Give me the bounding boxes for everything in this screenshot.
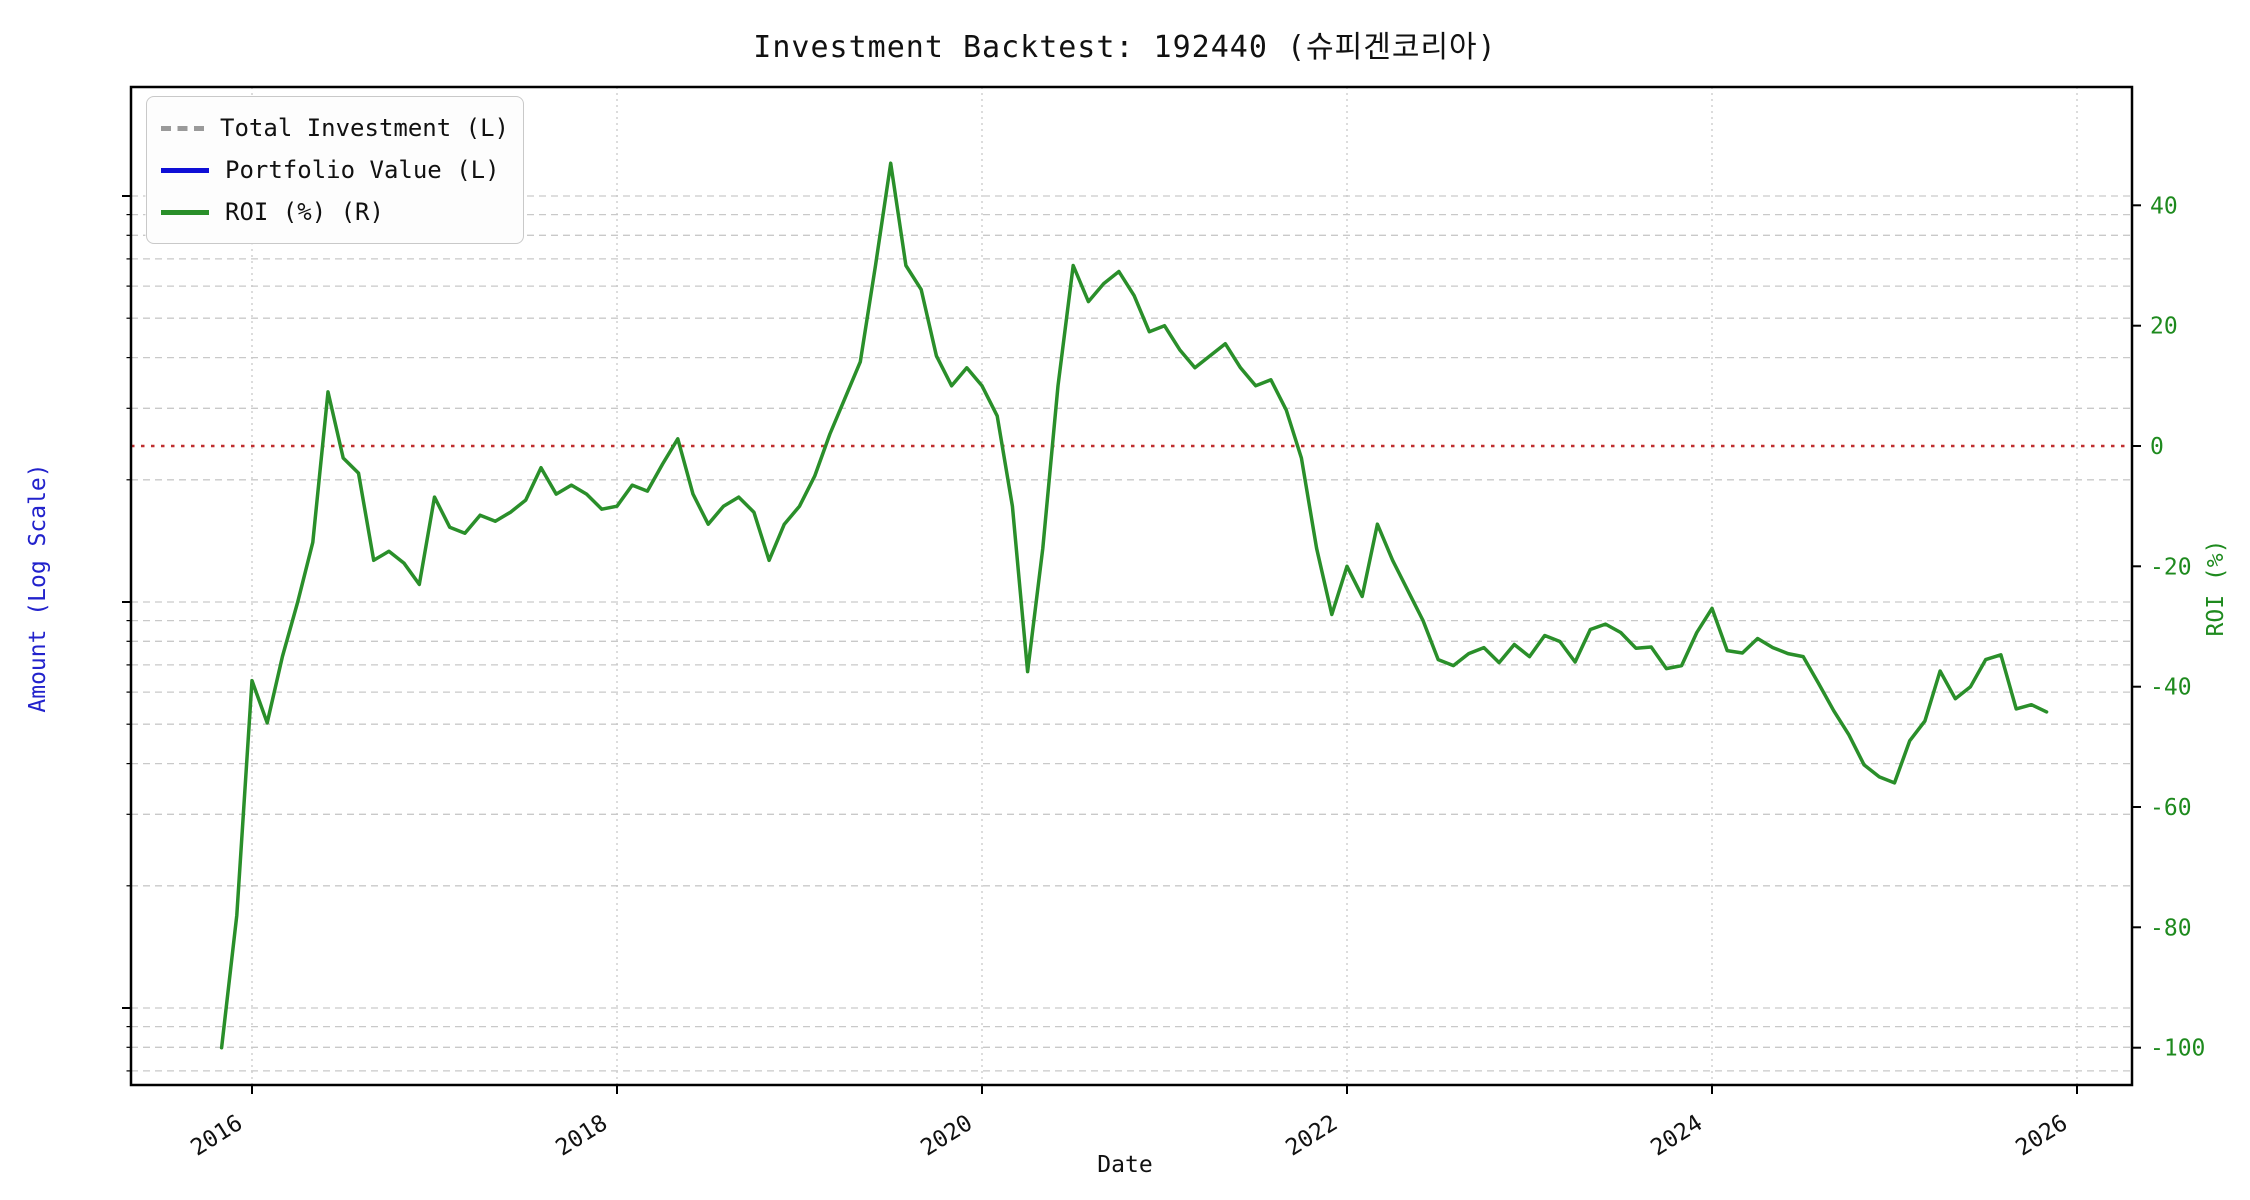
y-axis-label-right: ROI (%) — [2203, 539, 2229, 637]
svg-text:0: 0 — [2150, 434, 2164, 460]
svg-text:-20: -20 — [2150, 554, 2192, 580]
roi-swatch — [161, 209, 209, 215]
legend: Total Investment (L) Portfolio Value (L)… — [146, 96, 524, 244]
total-investment-swatch — [161, 125, 205, 131]
svg-text:20: 20 — [2150, 314, 2178, 340]
legend-label: ROI (%) (R) — [225, 198, 384, 226]
svg-text:40: 40 — [2150, 193, 2178, 219]
chart-title: Investment Backtest: 192440 (슈피겐코리아) — [753, 30, 1497, 65]
svg-text:-60: -60 — [2150, 795, 2192, 821]
svg-text:-40: -40 — [2150, 675, 2192, 701]
legend-item-total-investment: Total Investment (L) — [161, 107, 509, 149]
svg-text:-100: -100 — [2150, 1036, 2205, 1062]
legend-label: Portfolio Value (L) — [225, 156, 500, 184]
roi-line — [219, 161, 2049, 1050]
x-axis-label: Date — [1097, 1152, 1153, 1178]
y-axis-label-left: Amount (Log Scale) — [25, 463, 51, 713]
legend-item-roi: ROI (%) (R) — [161, 191, 509, 233]
legend-label: Total Investment (L) — [220, 114, 509, 142]
legend-item-portfolio-value: Portfolio Value (L) — [161, 149, 509, 191]
portfolio-value-swatch — [161, 167, 209, 173]
svg-text:-80: -80 — [2150, 915, 2192, 941]
x-axis-ticks: 2016 2018 2020 2022 2024 2026 — [186, 1085, 2078, 1161]
plot-border — [129, 85, 2134, 1087]
right-axis-ticks: 40 20 0 -20 -40 -60 -80 -100 — [2132, 193, 2205, 1062]
left-axis-ticks: 10.0M1.0M100K — [122, 195, 131, 1072]
